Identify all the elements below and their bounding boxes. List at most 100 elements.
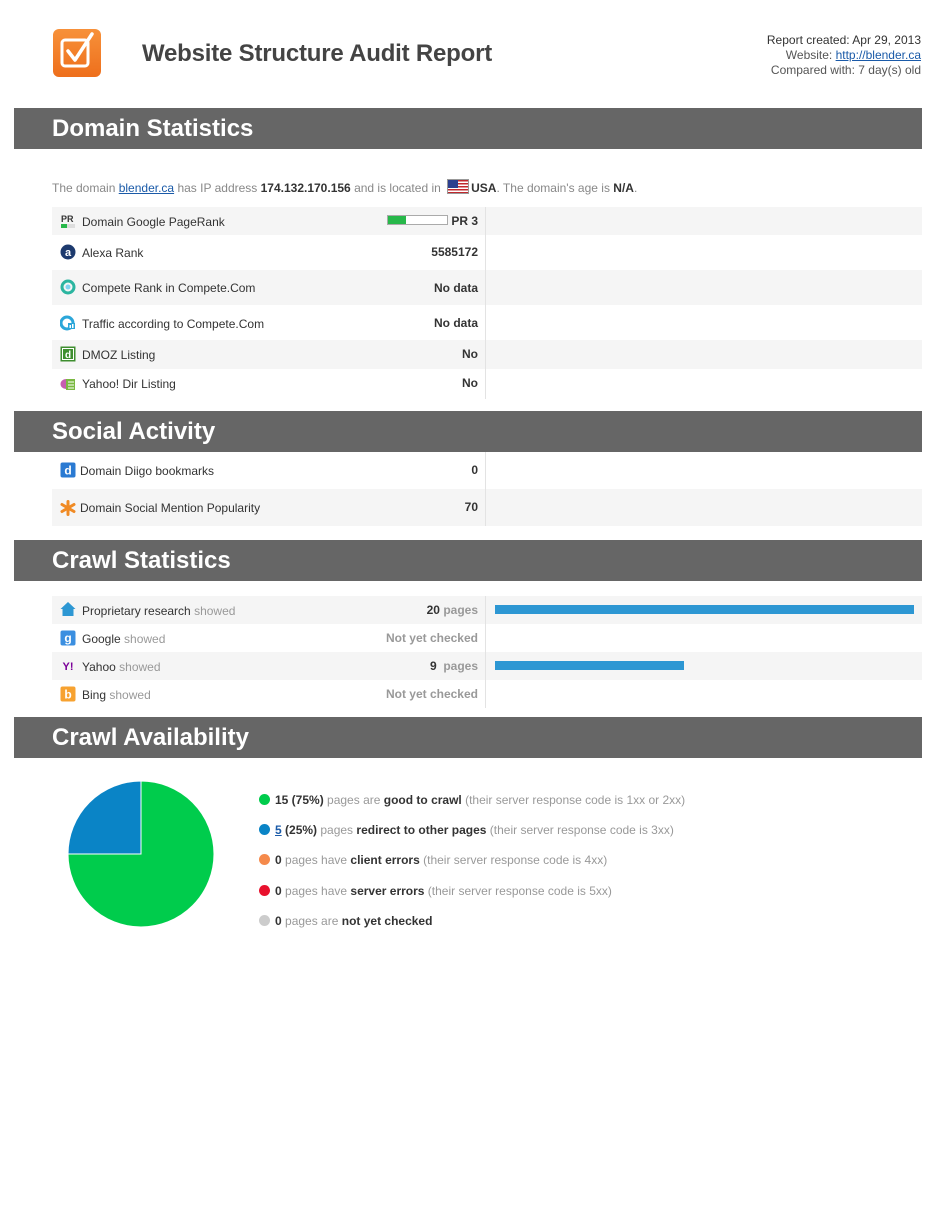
yahoo-icon: Y! xyxy=(63,661,74,673)
checkbox-logo-icon xyxy=(60,32,94,68)
crawl-availability-pie-chart xyxy=(67,780,215,928)
website-link[interactable]: http://blender.ca xyxy=(835,48,921,62)
pagerank-icon: PR xyxy=(61,214,75,228)
compared-label: Compared with: xyxy=(770,63,855,77)
row-label: Compete Rank in Compete.Com xyxy=(82,281,256,295)
crawl-bar xyxy=(495,605,914,614)
compete-traffic-icon xyxy=(60,315,75,331)
google-icon: g xyxy=(60,630,76,646)
row-value: 20 pages xyxy=(427,603,478,617)
intro-text: and is located in xyxy=(354,181,441,195)
source-suffix: showed xyxy=(124,632,166,646)
legend-note: (their server response code is 4xx) xyxy=(419,853,608,867)
legend-text: pages are xyxy=(281,914,342,928)
legend-count: 15 (75%) xyxy=(275,793,324,807)
row-label: Bing showed xyxy=(82,688,151,702)
diigo-icon: d xyxy=(60,462,76,478)
crawl-row-yahoo: Y! Yahoo showed 9 pages xyxy=(52,652,922,680)
row-label: Alexa Rank xyxy=(82,246,144,260)
legend-text: pages have xyxy=(281,884,351,898)
source-name: Google xyxy=(82,632,121,646)
intro-text: . The domain's age is xyxy=(496,181,610,195)
bing-icon: b xyxy=(60,686,76,702)
legend-strong: good to crawl xyxy=(383,793,462,807)
svg-text:d: d xyxy=(64,464,71,478)
legend-count: (25%) xyxy=(281,823,318,837)
svg-text:PR: PR xyxy=(61,214,74,224)
legend-note: (their server response code is 5xx) xyxy=(424,884,612,898)
row-value: Not yet checked xyxy=(385,631,478,645)
row-label: Yahoo showed xyxy=(82,660,161,674)
column-divider xyxy=(485,207,486,235)
column-divider xyxy=(485,270,486,305)
row-label: Proprietary research showed xyxy=(82,604,235,618)
usa-flag-icon xyxy=(447,179,470,194)
intro-text: has IP address xyxy=(177,181,258,195)
legend-strong: client errors xyxy=(350,853,420,867)
alexa-icon: a xyxy=(60,244,76,260)
report-created-date: Apr 29, 2013 xyxy=(852,33,921,47)
legend-item-client-errors: 0 pages have client errors (their server… xyxy=(259,853,607,867)
page-count: 20 xyxy=(426,603,440,617)
legend-dot xyxy=(259,794,270,805)
source-name: Yahoo xyxy=(82,660,116,674)
row-value: No xyxy=(462,376,478,390)
row-value: PR 3 xyxy=(451,214,478,228)
legend-item-not-checked: 0 pages are not yet checked xyxy=(259,914,432,928)
source-suffix: showed xyxy=(109,688,151,702)
row-label: Traffic according to Compete.Com xyxy=(82,317,265,331)
section-crawl-statistics: Crawl Statistics xyxy=(14,540,922,581)
legend-dot xyxy=(259,885,270,896)
legend-count: 0 xyxy=(275,884,282,898)
domain-row-yahoo-dir: Yahoo! Dir Listing No xyxy=(52,369,922,399)
domain-link[interactable]: blender.ca xyxy=(118,181,175,195)
legend-count: 0 xyxy=(275,914,282,928)
section-domain-statistics: Domain Statistics xyxy=(14,108,922,149)
section-title: Domain Statistics xyxy=(52,115,254,142)
section-title: Crawl Statistics xyxy=(52,547,231,574)
report-created-label: Report created: xyxy=(766,33,850,47)
compete-icon xyxy=(60,279,76,295)
legend-strong: server errors xyxy=(350,884,425,898)
row-value: Not yet checked xyxy=(385,687,478,701)
legend-note: (their server response code is 1xx or 2x… xyxy=(461,793,686,807)
domain-row-pagerank: PR Domain Google PageRank PR 3 xyxy=(52,207,922,235)
row-value: 9 pages xyxy=(430,659,478,673)
section-title: Social Activity xyxy=(52,418,216,445)
row-label: Yahoo! Dir Listing xyxy=(82,377,176,391)
section-crawl-availability: Crawl Availability xyxy=(14,717,922,758)
legend-dot xyxy=(259,824,270,835)
row-value: No data xyxy=(433,316,478,330)
crawl-row-google: g Google showed Not yet checked xyxy=(52,624,922,652)
legend-dot xyxy=(259,854,270,865)
source-name: Bing xyxy=(82,688,107,702)
section-title: Crawl Availability xyxy=(52,724,249,751)
legend-count: 0 xyxy=(275,853,282,867)
social-row-diigo: d Domain Diigo bookmarks 0 xyxy=(52,452,922,489)
row-value: 70 xyxy=(464,500,478,514)
redirect-count-link[interactable]: 5 xyxy=(275,823,282,837)
report-meta: Report created: Apr 29, 2013 Website: ht… xyxy=(767,33,921,78)
section-social-activity: Social Activity xyxy=(14,411,922,452)
row-label: Google showed xyxy=(82,632,165,646)
row-label: DMOZ Listing xyxy=(82,348,156,362)
row-value: 0 xyxy=(471,463,478,477)
row-value: No data xyxy=(433,281,478,295)
svg-text:g: g xyxy=(64,631,71,645)
legend-text: pages are xyxy=(323,793,384,807)
country: USA xyxy=(471,181,497,195)
domain-row-dmoz: d DMOZ Listing No xyxy=(52,340,922,369)
row-label: Domain Diigo bookmarks xyxy=(80,464,215,478)
column-divider xyxy=(485,305,486,340)
column-divider xyxy=(485,369,486,399)
legend-item-redirect: 5 (25%) pages redirect to other pages (t… xyxy=(259,823,674,837)
column-divider xyxy=(485,340,486,369)
domain-row-alexa: a Alexa Rank 5585172 xyxy=(52,235,922,270)
legend-dot xyxy=(259,915,270,926)
svg-text:d: d xyxy=(65,350,71,361)
row-value: 5585172 xyxy=(431,245,478,259)
source-name: Proprietary research xyxy=(82,604,191,618)
pagerank-bar xyxy=(387,215,448,225)
column-divider xyxy=(485,680,486,708)
column-divider xyxy=(485,235,486,270)
